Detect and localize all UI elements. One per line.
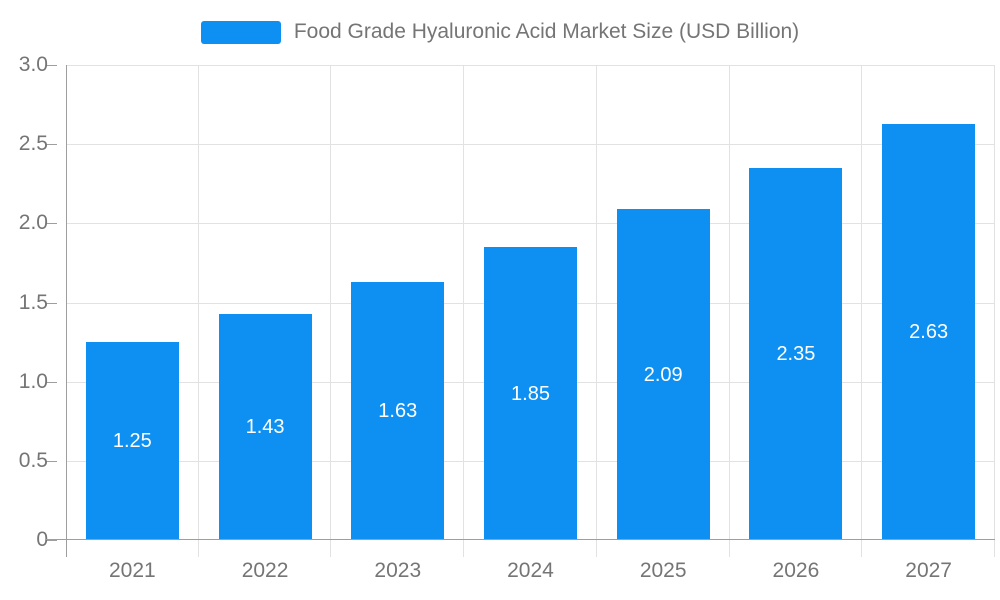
x-axis-label: 2024 (507, 559, 554, 582)
y-axis-label: 2.0 (18, 211, 48, 235)
gridline-vertical (728, 65, 730, 557)
y-axis-tick (46, 381, 57, 383)
gridline-vertical (595, 65, 597, 557)
bar-value-label: 2.63 (909, 320, 949, 343)
legend-label: Food Grade Hyaluronic Acid Market Size (… (293, 20, 800, 43)
gridline-vertical (197, 65, 199, 557)
bar-value-label: 2.09 (643, 363, 683, 386)
y-axis-label: 0 (36, 528, 48, 551)
gridline-vertical (994, 65, 995, 557)
gridline-vertical (861, 65, 863, 557)
bar-value-label: 1.63 (378, 399, 418, 422)
x-axis-label: 2021 (108, 559, 156, 582)
y-axis-label: 2.5 (18, 132, 48, 156)
y-axis-label: 3.0 (18, 53, 48, 76)
gridline-vertical (330, 65, 332, 557)
legend-swatch (200, 20, 281, 44)
y-axis-label: 1.5 (18, 290, 48, 314)
y-axis-label: 0.5 (18, 448, 48, 472)
y-axis-tick (46, 144, 57, 146)
y-axis-tick (46, 460, 57, 462)
bar-2023[interactable] (351, 281, 445, 540)
bar-2021[interactable] (85, 342, 179, 540)
bar-2025[interactable] (616, 209, 710, 540)
bar-2024[interactable] (484, 247, 577, 540)
x-axis-label: 2022 (241, 559, 289, 582)
gridline-horizontal (66, 223, 995, 225)
x-axis-label: 2027 (905, 559, 952, 582)
x-axis-label: 2023 (374, 559, 422, 582)
x-axis-label: 2026 (772, 559, 820, 582)
gridline-horizontal (66, 144, 995, 146)
y-axis-line (66, 65, 67, 557)
y-axis-tick (46, 65, 57, 66)
x-axis-label: 2025 (639, 559, 687, 582)
bar-value-label: 1.25 (112, 430, 152, 453)
y-axis-tick (46, 540, 57, 541)
bar-value-label: 1.43 (245, 415, 285, 438)
x-axis-line (46, 539, 995, 540)
gridline-horizontal (66, 65, 995, 66)
bar-value-label: 1.85 (511, 382, 550, 405)
plot-area: 1.25 1.43 1.63 1.85 2.09 2.35 2.63 (46, 65, 995, 557)
y-axis-tick (46, 302, 57, 304)
bar-2027[interactable] (882, 123, 976, 540)
bar-value-label: 2.35 (776, 342, 816, 365)
legend-item[interactable]: Food Grade Hyaluronic Acid Market Size (… (0, 20, 1000, 44)
y-axis-tick (46, 223, 57, 225)
bar-2022[interactable] (218, 313, 312, 540)
bar-2026[interactable] (749, 167, 843, 540)
gridline-vertical (463, 65, 465, 557)
y-axis-label: 1.0 (18, 369, 48, 393)
